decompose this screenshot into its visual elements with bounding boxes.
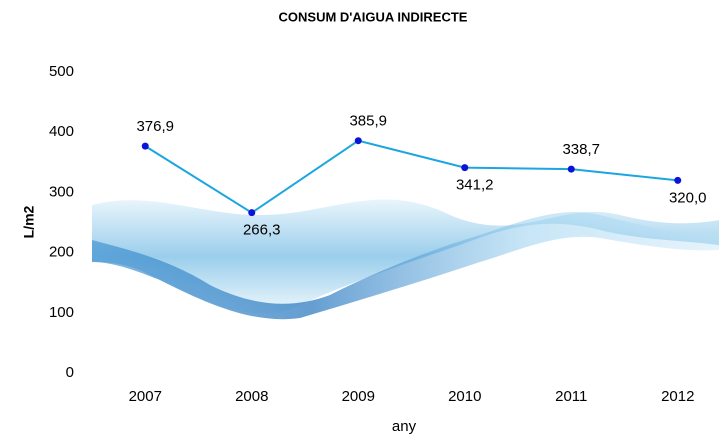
x-tick-label: 2008 (235, 388, 268, 405)
y-tick-label: 400 (49, 123, 74, 140)
data-label: 320,0 (669, 189, 707, 206)
y-tick-label: 0 (66, 364, 74, 381)
chart-title: CONSUM D'AIGUA INDIRECTE (279, 9, 468, 24)
y-tick-label: 300 (49, 183, 74, 200)
water-background (92, 199, 719, 320)
line (144, 139, 678, 214)
y-axis-label: L/m2 (21, 205, 37, 238)
y-tick-label: 200 (49, 244, 74, 261)
data-label: 376,9 (136, 118, 174, 135)
marker (354, 137, 362, 145)
x-tick-label: 2011 (555, 388, 587, 405)
marker (567, 165, 575, 173)
x-tick-label: 2010 (448, 388, 481, 405)
y-tick-label: 500 (49, 63, 74, 80)
marker (674, 176, 682, 184)
data-label: 338,7 (562, 141, 600, 158)
data-label: 341,2 (456, 177, 494, 194)
data-label: 266,3 (243, 222, 281, 239)
x-tick-label: 2007 (129, 388, 162, 405)
x-tick-label: 2009 (342, 388, 375, 405)
marker (141, 142, 149, 150)
x-tick-label: 2012 (661, 388, 694, 405)
x-axis-label: any (392, 418, 417, 435)
marker (461, 164, 469, 172)
marker (248, 209, 256, 217)
y-tick-label: 100 (49, 304, 74, 321)
data-label: 385,9 (349, 113, 387, 130)
